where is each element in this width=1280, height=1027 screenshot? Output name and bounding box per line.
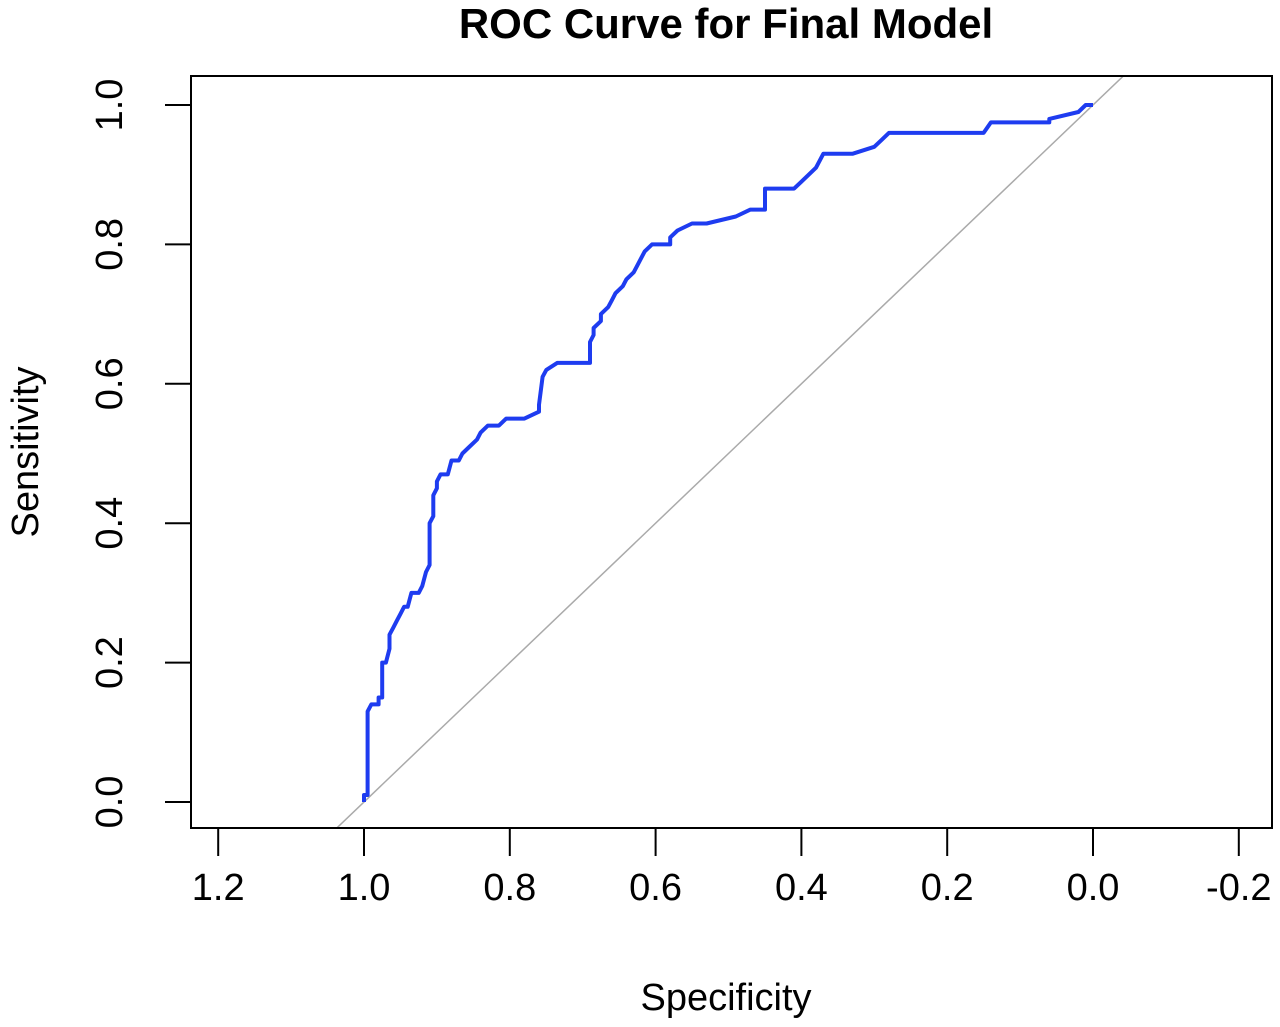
y-tick-label: 0.4 bbox=[89, 497, 131, 550]
plot-frame bbox=[190, 75, 1273, 829]
reference-layer bbox=[336, 77, 1124, 827]
x-tick-label: -0.2 bbox=[1206, 867, 1271, 909]
x-tick-label: 0.2 bbox=[921, 867, 974, 909]
y-tick-label: 0.0 bbox=[89, 776, 131, 829]
y-tick-label: 0.2 bbox=[89, 636, 131, 689]
x-tick-label: 0.6 bbox=[629, 867, 682, 909]
x-axis-label: Specificity bbox=[640, 977, 811, 1019]
x-tick-label: 1.0 bbox=[338, 867, 391, 909]
x-tick-label: 0.4 bbox=[775, 867, 828, 909]
reference-diagonal bbox=[336, 77, 1124, 827]
y-tick-label: 0.8 bbox=[89, 218, 131, 271]
x-tick-label: 1.2 bbox=[192, 867, 245, 909]
chart-title: ROC Curve for Final Model bbox=[459, 0, 993, 47]
y-tick-label: 1.0 bbox=[89, 79, 131, 132]
x-tick-label: 0.8 bbox=[483, 867, 536, 909]
y-axis-label: Sensitivity bbox=[5, 366, 47, 537]
roc-curve-line bbox=[362, 103, 1093, 802]
x-axis: 1.2 1.0 0.8 0.6 0.4 0.2 0.0 -0.2 bbox=[192, 827, 1272, 909]
y-axis: 0.0 0.2 0.4 0.6 0.8 1.0 bbox=[89, 79, 192, 829]
y-tick-label: 0.6 bbox=[89, 357, 131, 410]
series-layer bbox=[362, 103, 1093, 802]
x-tick-label: 0.0 bbox=[1067, 867, 1120, 909]
